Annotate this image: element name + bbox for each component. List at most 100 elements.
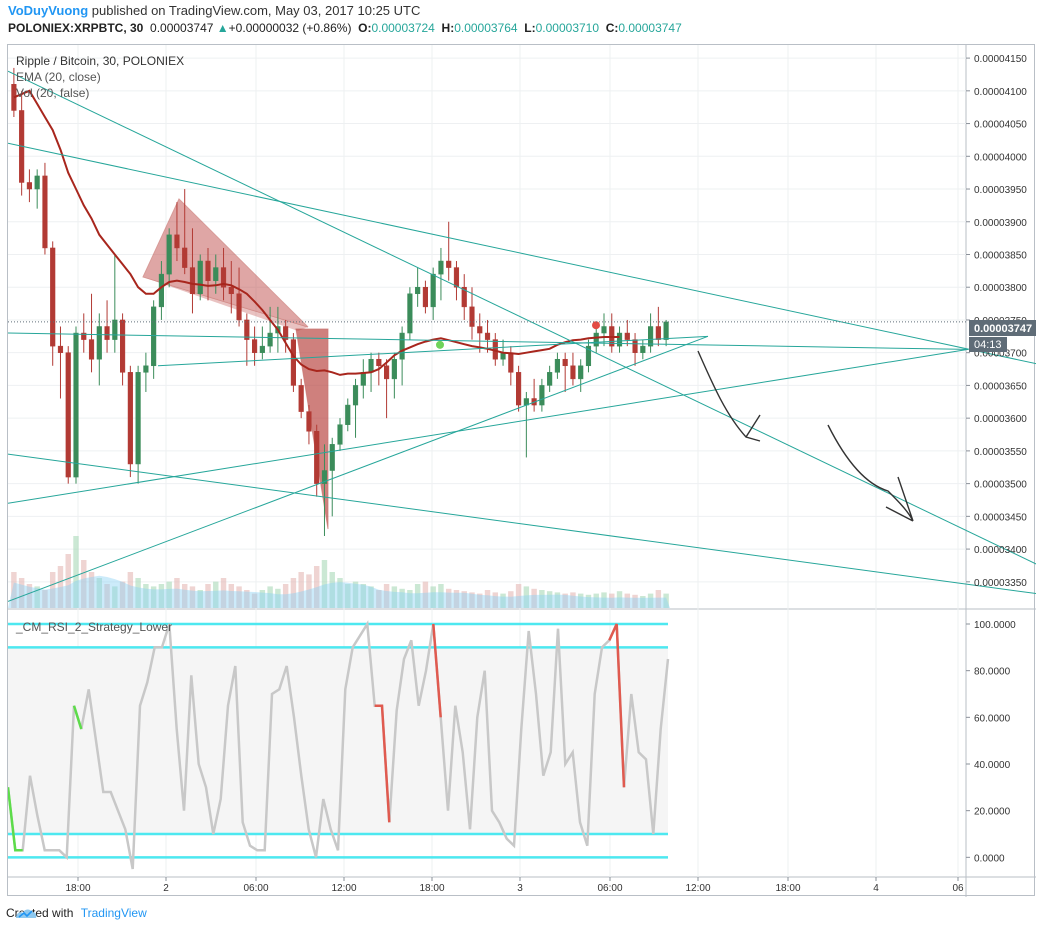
volume-bar <box>624 593 631 608</box>
price-tick-label: 0.00003600 <box>974 414 1027 425</box>
trendline[interactable] <box>8 335 709 602</box>
candle-body <box>554 358 560 373</box>
candle-body <box>663 321 669 340</box>
candle-body <box>578 365 584 380</box>
flag-pattern-drawing <box>296 329 328 529</box>
volume-bar <box>213 581 219 608</box>
chart-frame[interactable]: 0.00003350 0.00003400 0.00003450 0.00003500… <box>7 44 1036 897</box>
volume-bar <box>352 581 359 608</box>
trendline[interactable] <box>8 142 1036 366</box>
time-tick-label: 18:00 <box>65 883 90 894</box>
volume-bar <box>65 554 71 608</box>
ema-line <box>13 89 620 376</box>
candle-body <box>135 372 141 465</box>
candle-body <box>244 319 250 340</box>
volume-bar <box>438 584 444 608</box>
volume-bar <box>228 584 235 608</box>
candle-body <box>42 175 48 249</box>
tradingview-brand-link[interactable]: TradingView <box>80 906 147 920</box>
trendline[interactable] <box>8 453 1036 595</box>
open-value: 0.00003724 <box>371 21 435 35</box>
rsi-signal-segment <box>608 623 626 788</box>
price-tick-label: 0.00003800 <box>974 283 1027 294</box>
author-link[interactable]: VoDuyVuong <box>8 3 89 18</box>
rsi-legend[interactable]: _CM_RSI_2_Strategy_Lower <box>15 620 172 634</box>
price-badge-value: 0.00003747 <box>974 323 1032 335</box>
volume-bar <box>282 584 289 608</box>
volume-bar <box>345 584 351 608</box>
time-tick-label: 18:00 <box>775 883 800 894</box>
candle-body <box>88 339 95 360</box>
close-value: 0.00003747 <box>618 21 682 35</box>
candle-body <box>477 326 483 334</box>
trendline[interactable] <box>8 70 1036 569</box>
candle-body <box>384 365 390 380</box>
candle-body <box>220 267 227 288</box>
ema-legend[interactable]: EMA (20, close) <box>16 70 101 84</box>
chart-canvas[interactable]: 0.00003350 0.00003400 0.00003450 0.00003500… <box>8 45 1036 897</box>
candle-body <box>182 247 188 268</box>
volume-bar <box>259 590 266 608</box>
candle-body <box>337 424 343 445</box>
candle-body <box>616 332 623 347</box>
volume-bar <box>368 586 374 608</box>
vol-legend[interactable]: Vol (20, false) <box>16 86 89 100</box>
hand-drawn-arrow <box>697 350 761 442</box>
countdown-value: 04:13 <box>974 339 1002 351</box>
price-tick-label: 0.00003650 <box>974 381 1027 392</box>
candle-body <box>252 339 258 353</box>
candle-body <box>570 365 576 380</box>
candle-body <box>516 372 522 406</box>
rsi-tick-label: 20.0000 <box>974 807 1011 818</box>
candle-body <box>407 293 413 334</box>
volume-bar <box>616 591 623 608</box>
candle-body <box>236 293 242 321</box>
candle-body <box>601 326 607 334</box>
volume-bar <box>135 578 141 608</box>
trendline[interactable] <box>8 348 969 504</box>
candle-body <box>205 260 211 281</box>
candle-body <box>415 286 421 295</box>
volume-bar <box>445 588 452 608</box>
publish-line: VoDuyVuong published on TradingView.com,… <box>8 3 420 18</box>
candle-body <box>306 411 312 432</box>
close-label: C: <box>605 21 619 35</box>
candle-body <box>469 306 475 327</box>
candle-body <box>593 332 599 347</box>
candle-body <box>65 352 71 478</box>
volume-bar <box>205 584 211 608</box>
volume-bar <box>469 592 475 608</box>
candle-body <box>632 339 638 353</box>
volume-bar <box>150 586 157 608</box>
candle-body <box>151 306 157 367</box>
volume-bar <box>414 584 421 608</box>
chart-title: Ripple / Bitcoin, 30, POLONIEX <box>16 54 184 68</box>
volume-bar <box>554 592 561 608</box>
volume-bar <box>244 590 250 608</box>
trendline[interactable] <box>157 335 709 367</box>
volume-bar <box>290 578 297 608</box>
volume-bar <box>236 586 242 608</box>
trendline[interactable] <box>8 332 969 350</box>
volume-bar <box>360 584 367 608</box>
volume-bar <box>461 591 467 608</box>
volume-bar <box>585 594 592 608</box>
candle-body <box>321 470 328 484</box>
candle-body <box>399 332 405 360</box>
rsi-band <box>8 647 668 834</box>
candle-body <box>329 444 335 471</box>
volume-bar <box>104 584 110 608</box>
high-value: 0.00003764 <box>454 21 518 35</box>
price-tick-label: 0.00004000 <box>974 152 1027 163</box>
candle-body <box>360 372 366 386</box>
volume-bar <box>127 572 134 608</box>
volume-bar <box>484 590 491 608</box>
rsi-tick-label: 80.0000 <box>974 667 1011 678</box>
volume-bar <box>112 586 118 608</box>
volume-bar <box>477 593 483 608</box>
volume-bar <box>329 572 335 608</box>
volume-bar <box>166 581 172 608</box>
rsi-tick-label: 0.0000 <box>974 853 1005 864</box>
volume-bar <box>492 592 499 608</box>
volume-bar <box>376 590 382 608</box>
